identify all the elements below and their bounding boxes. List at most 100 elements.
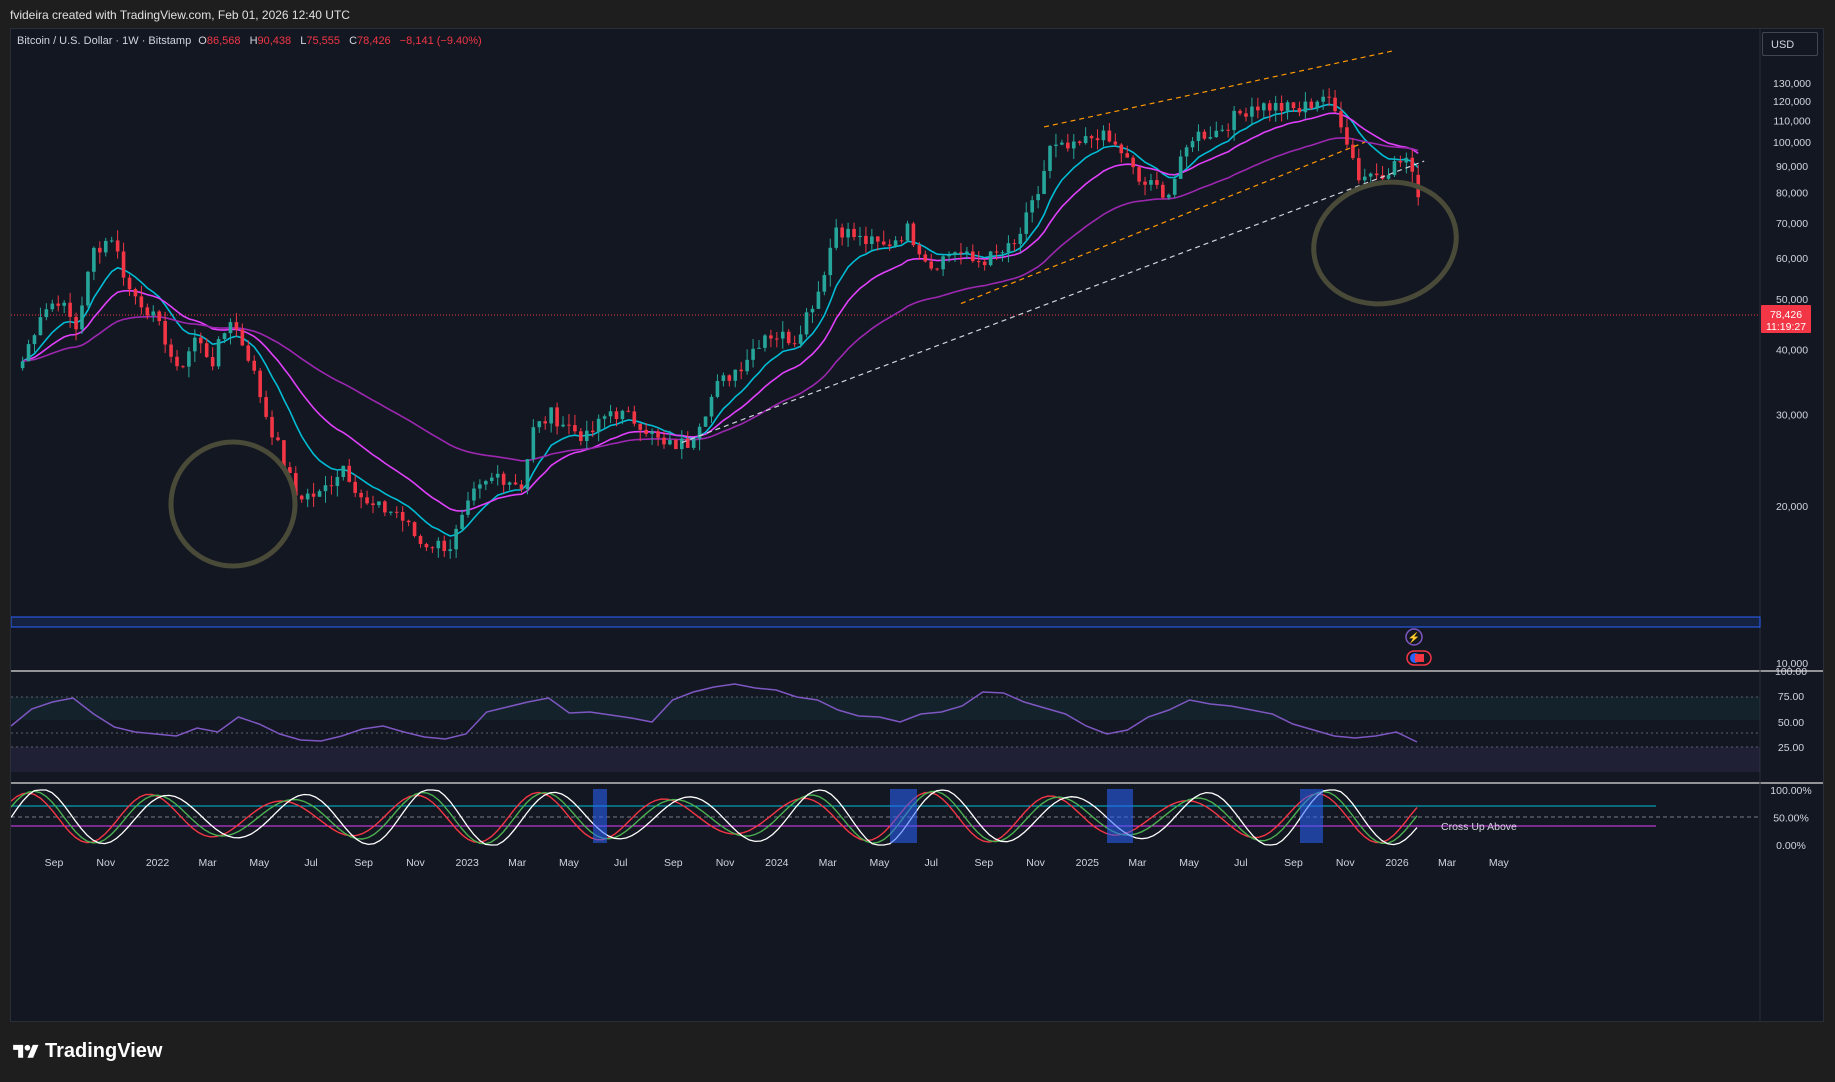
footer	[0, 1022, 1835, 1082]
candle	[495, 465, 500, 486]
candle	[870, 228, 874, 251]
time-tick-label: Mar	[1128, 857, 1147, 869]
candle	[430, 546, 435, 553]
stoch-tick-label: 0.00%	[1776, 840, 1806, 852]
low-label: L	[300, 35, 307, 47]
candle	[1244, 107, 1248, 122]
symbol-title[interactable]: Bitcoin / U.S. Dollar · 1W · Bitstamp	[17, 35, 192, 47]
stoch-highlight-zone	[890, 789, 917, 843]
time-tick-label: Sep	[1284, 857, 1303, 869]
time-tick-label: Nov	[1336, 857, 1355, 869]
ema-fast-line	[22, 103, 1419, 537]
candle	[1398, 155, 1403, 168]
candle	[501, 471, 506, 494]
time-tick-label: Nov	[406, 857, 425, 869]
candle	[246, 340, 251, 363]
candle	[662, 430, 666, 449]
candle	[875, 235, 880, 251]
candle	[507, 481, 512, 490]
candle	[763, 333, 767, 352]
currency-button[interactable]: USD	[1762, 32, 1818, 56]
low-value: 75,555	[306, 35, 341, 47]
candle	[305, 488, 310, 508]
price-tick-label: 110,000	[1773, 116, 1810, 128]
candle	[484, 479, 488, 491]
price-tick-label: 80,000	[1776, 188, 1808, 200]
svg-text:⚡: ⚡	[1408, 631, 1420, 644]
candle	[573, 414, 577, 434]
candle	[810, 305, 815, 324]
candle	[911, 221, 916, 248]
time-tick-label: Nov	[716, 857, 735, 869]
candle	[887, 239, 892, 252]
candle	[1208, 126, 1213, 140]
highlight-circle-2022	[168, 439, 298, 569]
change-value: −8,141 (−9.40%)	[399, 35, 482, 47]
price-tick-label: 130,000	[1773, 78, 1811, 90]
candle	[858, 226, 862, 246]
candle	[1155, 171, 1159, 189]
price-tick-label: 40,000	[1776, 344, 1808, 356]
candle	[697, 423, 702, 451]
candle	[56, 295, 61, 312]
candle	[982, 258, 987, 271]
candle	[1190, 137, 1195, 152]
time-tick-label: May	[1179, 857, 1200, 869]
candle	[276, 431, 280, 442]
candle	[846, 222, 850, 247]
candle	[317, 489, 322, 497]
candle	[169, 338, 173, 363]
candle	[38, 307, 43, 336]
candle	[745, 349, 749, 375]
candle	[466, 491, 470, 518]
stoch-d-line	[10, 791, 1418, 844]
candle	[400, 506, 405, 532]
candle	[769, 329, 773, 348]
candle	[864, 226, 868, 253]
stoch-tick-label: 50.00%	[1773, 813, 1809, 825]
rsi-tick-label: 50.00	[1778, 717, 1804, 729]
ideas-icon[interactable]: ⚡	[1405, 628, 1423, 646]
candle	[798, 325, 803, 348]
close-label: C	[349, 35, 358, 47]
candle	[424, 542, 429, 552]
candle	[1137, 165, 1141, 186]
candle	[181, 365, 185, 369]
candle	[163, 311, 167, 354]
candle	[626, 406, 631, 413]
candle	[1006, 235, 1011, 263]
time-tick-label: Nov	[96, 857, 115, 869]
candle	[1089, 134, 1094, 149]
price-tick-label: 100,000	[1773, 137, 1811, 149]
candle	[1119, 143, 1124, 163]
time-tick-label: Sep	[664, 857, 683, 869]
candle	[258, 367, 262, 404]
candle	[442, 535, 447, 557]
chart-canvas[interactable]: 10,000 20,000 30,000 40,000 50,000 60,000 70,0…	[10, 29, 1823, 1021]
candle	[822, 271, 827, 296]
candle	[127, 274, 132, 296]
candle	[804, 307, 809, 338]
tradingview-logo[interactable]: TradingView	[11, 1040, 162, 1063]
candle	[1351, 138, 1355, 161]
candle	[62, 300, 66, 313]
candle	[383, 500, 387, 517]
candle	[1161, 181, 1165, 200]
candle	[1131, 155, 1135, 175]
candle	[757, 340, 761, 349]
time-tick-label: Jul	[925, 857, 938, 869]
candle	[204, 338, 209, 358]
open-value: 86,568	[206, 35, 241, 47]
candle	[1054, 133, 1058, 158]
candle	[721, 372, 726, 387]
candle	[947, 251, 951, 263]
time-tick-label: Mar	[1438, 857, 1457, 869]
candle	[828, 238, 833, 287]
economic-event-flag-icon[interactable]	[1406, 650, 1432, 666]
candle	[852, 222, 856, 241]
candle	[1012, 239, 1017, 252]
candle	[264, 390, 268, 420]
chart-area[interactable]: 10,000 20,000 30,000 40,000 50,000 60,000 70,0…	[10, 28, 1824, 1022]
candle	[1113, 133, 1118, 147]
candle	[1060, 139, 1064, 146]
